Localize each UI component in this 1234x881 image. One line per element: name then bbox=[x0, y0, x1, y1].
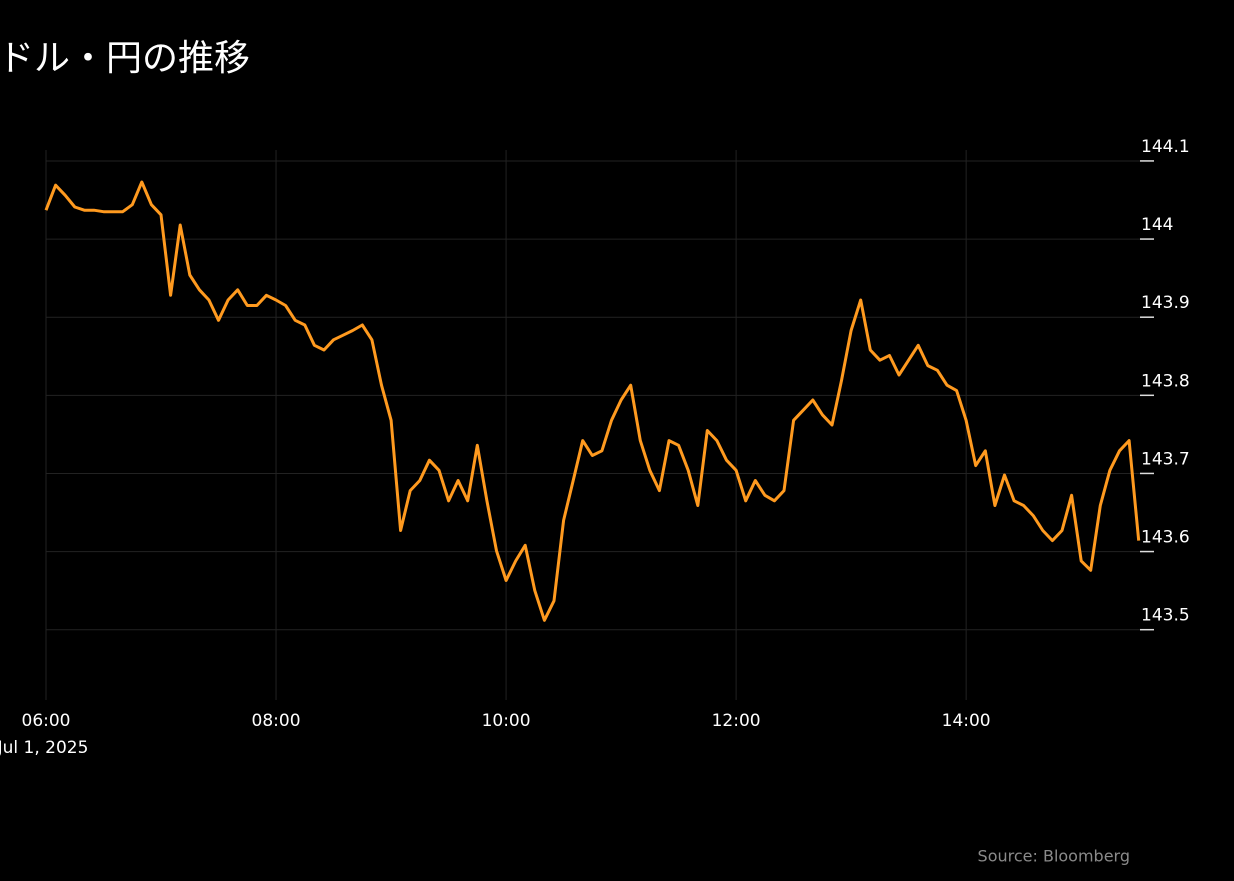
x-tick-label: 14:00 bbox=[942, 711, 991, 731]
y-tick-label: 144.1 bbox=[1141, 137, 1190, 157]
y-tick-label: 143.8 bbox=[1141, 371, 1190, 391]
date-label: Jul 1, 2025 bbox=[0, 738, 88, 758]
y-tick-label: 144 bbox=[1141, 215, 1173, 235]
y-tick-label: 143.6 bbox=[1141, 528, 1190, 548]
y-tick-label: 143.5 bbox=[1141, 606, 1190, 626]
y-tick-label: 143.9 bbox=[1141, 293, 1190, 313]
source: Source: Bloomberg bbox=[978, 847, 1130, 866]
x-tick-label: 06:00 bbox=[22, 711, 71, 731]
x-tick-label: 10:00 bbox=[482, 711, 531, 731]
x-tick-label: 12:00 bbox=[712, 711, 761, 731]
chart-title: ドル・円の推移 bbox=[0, 38, 250, 79]
price-line bbox=[44, 180, 1141, 622]
x-tick-label: 08:00 bbox=[252, 711, 301, 731]
y-tick-label: 143.7 bbox=[1141, 449, 1190, 469]
